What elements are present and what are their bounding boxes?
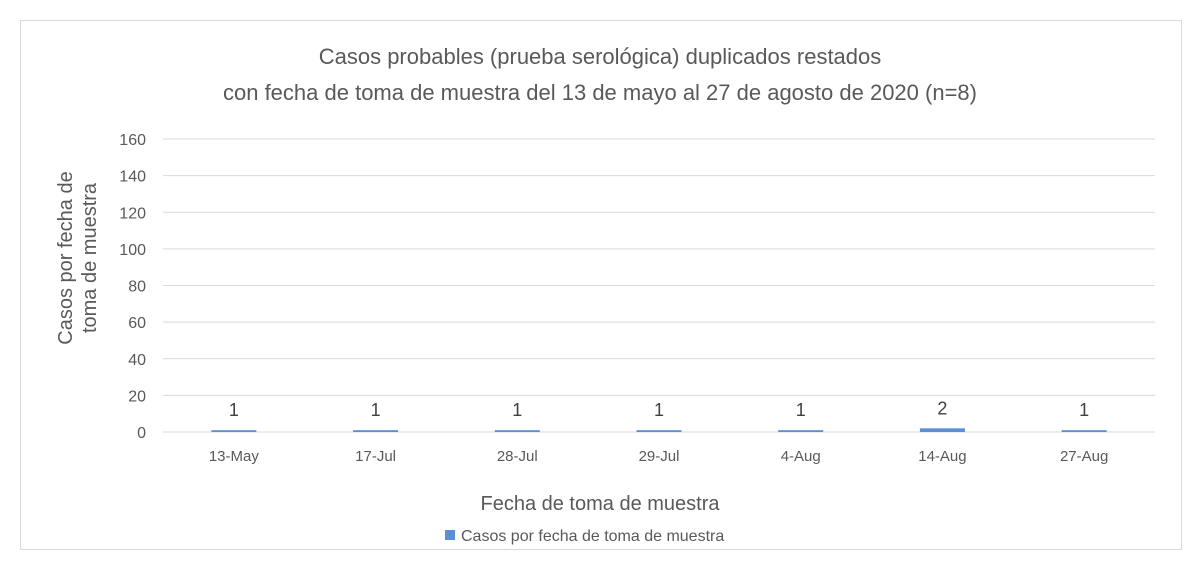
x-axis-tick-labels: 13-May 17-Jul 28-Jul 29-Jul 4-Aug 14-Aug 27-Au… [209, 448, 1108, 465]
data-label: 1 [512, 400, 522, 420]
y-tick-label: 120 [119, 205, 146, 222]
data-label: 1 [796, 400, 806, 420]
legend-swatch [445, 530, 455, 540]
x-tick-label: 29-Jul [639, 448, 680, 465]
x-tick-label: 27-Aug [1060, 448, 1108, 465]
y-tick-label: 60 [128, 315, 146, 332]
y-tick-label: 0 [137, 425, 146, 442]
bar [778, 430, 824, 432]
y-tick-label: 100 [119, 242, 146, 259]
chart-title-line-2: con fecha de toma de muestra del 13 de m… [223, 80, 977, 105]
bar [353, 430, 399, 432]
data-label: 2 [937, 398, 947, 418]
y-axis-tick-labels: 0 20 40 60 80 100 120 140 160 [119, 132, 146, 442]
bar [1061, 430, 1107, 432]
bars [211, 428, 1107, 432]
bar [211, 430, 257, 432]
chart-title-line-1: Casos probables (prueba serológica) dupl… [319, 44, 882, 69]
x-tick-label: 14-Aug [918, 448, 966, 465]
bar [494, 430, 540, 432]
y-tick-label: 80 [128, 279, 146, 296]
y-tick-label: 20 [128, 388, 146, 405]
x-tick-label: 17-Jul [355, 448, 396, 465]
y-tick-label: 40 [128, 352, 146, 369]
bar [636, 430, 682, 432]
y-axis-title-line-2: toma de muestra [79, 182, 101, 333]
legend-label: Casos por fecha de toma de muestra [461, 528, 724, 545]
bar [919, 428, 965, 432]
x-tick-label: 13-May [209, 448, 260, 465]
y-tick-label: 140 [119, 169, 146, 186]
x-tick-label: 28-Jul [497, 448, 538, 465]
data-label: 1 [229, 400, 239, 420]
y-axis-title: Casos por fecha de toma de muestra [55, 171, 101, 344]
data-labels: 1 1 1 1 1 2 1 [229, 398, 1089, 420]
chart-title: Casos probables (prueba serológica) dupl… [223, 44, 977, 105]
legend: Casos por fecha de toma de muestra [445, 528, 724, 545]
data-label: 1 [371, 400, 381, 420]
x-axis-title: Fecha de toma de muestra [480, 493, 720, 515]
y-tick-label: 160 [119, 132, 146, 149]
y-axis-title-line-1: Casos por fecha de [55, 171, 77, 344]
data-label: 1 [1079, 400, 1089, 420]
data-label: 1 [654, 400, 664, 420]
gridlines [163, 138, 1155, 433]
x-tick-label: 4-Aug [781, 448, 821, 465]
